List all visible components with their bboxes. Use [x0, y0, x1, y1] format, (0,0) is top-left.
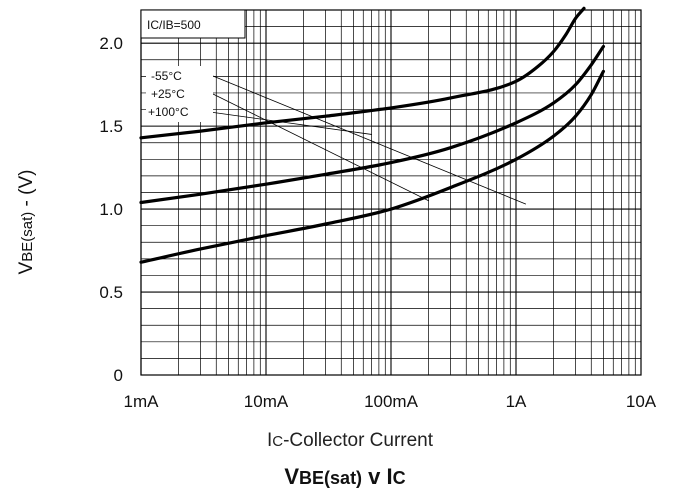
- series-line-2: [139, 69, 605, 264]
- x-tick-label-3: 1A: [506, 392, 527, 411]
- title-mid: v I: [362, 464, 393, 489]
- series-line-1: [139, 44, 605, 205]
- title-main-sub: BE(sat): [299, 468, 362, 488]
- legend-bg: [146, 66, 213, 122]
- y-tick-label-3: 1.5: [99, 117, 123, 136]
- y-tick-label-1: 0.5: [99, 283, 123, 302]
- x-tick-label-0: 1mA: [124, 392, 160, 411]
- x-tick-label-1: 10mA: [244, 392, 289, 411]
- legend-label-1: +25°C: [151, 87, 185, 101]
- y-tick-label-4: 2.0: [99, 34, 123, 53]
- y-tick-label-0: 0: [114, 366, 123, 385]
- legend-label-0: -55°C: [151, 69, 182, 83]
- series-line-0: [139, 6, 586, 140]
- y-axis-label-sub: BE(sat): [19, 212, 36, 262]
- legend-leader-1: [212, 93, 429, 202]
- x-tick-labels: 1mA 10mA 100mA 1A 10A: [124, 392, 657, 411]
- x-axis-label: IC-Collector Current: [267, 430, 434, 451]
- y-axis-label: VBE(sat) - (V): [16, 170, 37, 275]
- y-axis-label-rest: - (V): [16, 170, 37, 212]
- y-tick-labels: 0 0.5 1.0 1.5 2.0: [99, 34, 123, 385]
- legend: -55°C +25°C +100°C: [146, 66, 213, 122]
- x-axis-label-pre: I: [267, 430, 272, 451]
- legend-label-2: +100°C: [148, 105, 189, 119]
- curves: [139, 6, 605, 264]
- legend-leader-2: [209, 111, 372, 135]
- x-axis-label-sub: C: [272, 433, 283, 450]
- condition-label: IC/IB=500: [147, 18, 201, 32]
- chart-title: VBE(sat) v IC: [284, 464, 405, 489]
- y-axis-label-main: V: [16, 261, 37, 274]
- x-axis-label-rest: -Collector Current: [283, 430, 434, 451]
- legend-leaders: [209, 75, 527, 205]
- condition-box: [140, 9, 246, 39]
- title-end: C: [393, 468, 406, 488]
- y-tick-label-2: 1.0: [99, 200, 123, 219]
- legend-leader-0: [212, 75, 527, 205]
- x-tick-label-4: 10A: [626, 392, 657, 411]
- title-main: V: [284, 464, 299, 489]
- x-tick-label-2: 100mA: [364, 392, 419, 411]
